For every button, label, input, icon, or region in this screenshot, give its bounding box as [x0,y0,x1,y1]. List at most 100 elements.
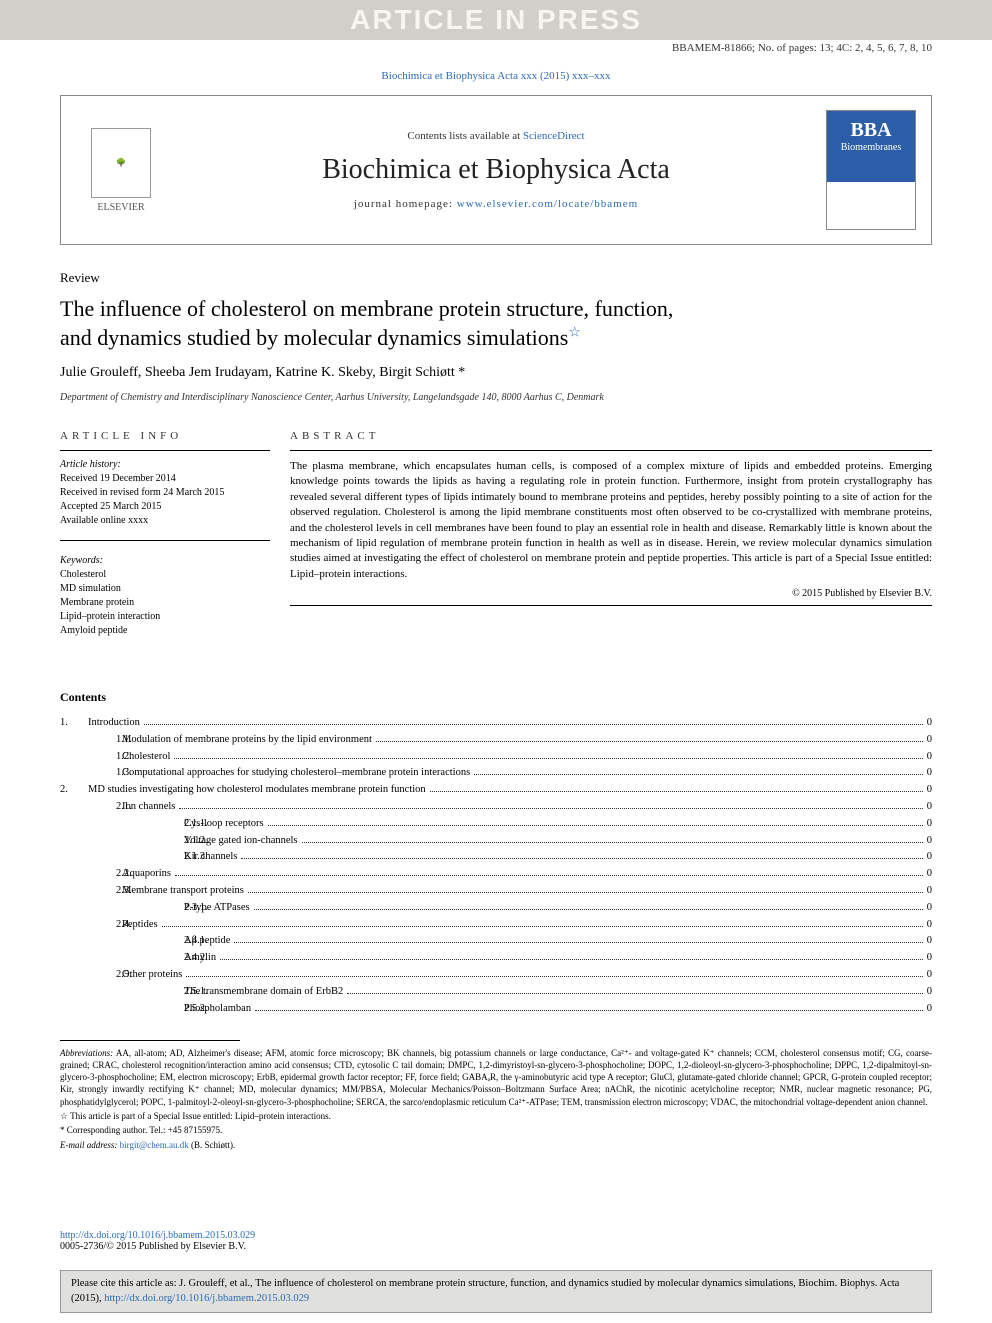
footnote-corresponding: * Corresponding author. Tel.: +45 871559… [60,1124,932,1137]
toc-dots [430,791,923,792]
keyword: Membrane protein [60,596,270,610]
toc-num: 2.1.2. [122,833,184,850]
toc-label: Introduction [88,715,140,732]
history-item: Available online xxxx [60,514,270,528]
toc-label: Phospholamban [184,1001,251,1018]
toc-page: 0 [927,900,932,917]
toc-row: 2.3.1.P-type ATPases 0 [60,900,932,917]
toc-dots [254,909,923,910]
toc-dots [220,959,923,960]
toc-dots [302,842,923,843]
authors: Julie Grouleff, Sheeba Jem Irudayam, Kat… [60,365,932,381]
toc-container: 1.Introduction01.1.Modulation of membran… [60,715,932,1017]
issn-line: 0005-2736/© 2015 Published by Elsevier B… [60,1241,246,1252]
elsevier-tree-icon: 🌳 [91,128,151,198]
toc-num: 1.1. [88,732,122,749]
sciencedirect-link[interactable]: ScienceDirect [523,130,585,142]
toc-label: Aquaporins [122,866,171,883]
toc-page: 0 [927,1001,932,1018]
toc-row: 2.2.Aquaporins 0 [60,866,932,883]
email-suffix: (B. Schiøtt). [189,1140,236,1150]
article-type: Review [60,270,100,286]
toc-label: Modulation of membrane proteins by the l… [122,732,372,749]
email-link[interactable]: birgit@chem.au.dk [120,1140,189,1150]
contents-available-line: Contents lists available at ScienceDirec… [166,130,826,142]
toc-row: 2.5.1.The transmembrane domain of ErbB2 0 [60,984,932,1001]
toc-label: P-type ATPases [184,900,250,917]
toc-dots [179,808,922,809]
toc-dots [175,875,923,876]
bba-cover-thumbnail: BBA Biomembranes [826,110,916,230]
affiliation: Department of Chemistry and Interdiscipl… [60,392,932,403]
toc-row: 1.2.Cholesterol0 [60,749,932,766]
toc-num: 2.5. [88,967,122,984]
journal-header-box: 🌳 ELSEVIER Contents lists available at S… [60,95,932,245]
toc-dots [144,724,923,725]
footer-divider [60,1040,240,1041]
abbreviations: Abbreviations: AA, all-atom; AD, Alzheim… [60,1047,932,1108]
toc-page: 0 [927,715,932,732]
keyword: Cholesterol [60,568,270,582]
homepage-link[interactable]: www.elsevier.com/locate/bbamem [457,198,638,210]
toc-label: The transmembrane domain of ErbB2 [184,984,343,1001]
toc-page: 0 [927,816,932,833]
abstract-text: The plasma membrane, which encapsulates … [290,459,932,582]
journal-title: Biochimica et Biophysica Acta [166,154,826,186]
toc-page: 0 [927,732,932,749]
abbrev-head: Abbreviations: [60,1048,113,1058]
history-item: Received 19 December 2014 [60,472,270,486]
watermark-banner: ARTICLE IN PRESS [0,0,992,40]
contents-prefix: Contents lists available at [407,130,522,142]
toc-row: 2.1.3.Kir channels0 [60,849,932,866]
toc-num: 2.5.1. [122,984,184,1001]
toc-row: 2.3.Membrane transport proteins0 [60,883,932,900]
citation-top: Biochimica et Biophysica Acta xxx (2015)… [0,70,992,82]
email-prefix: E-mail address: [60,1140,120,1150]
toc-page: 0 [927,883,932,900]
history-item: Received in revised form 24 March 2015 [60,486,270,500]
title-line-1: The influence of cholesterol on membrane… [60,296,673,321]
toc-num: 1.3. [88,765,122,782]
toc-num: 2.3.1. [122,900,184,917]
toc-page: 0 [927,967,932,984]
toc-dots [162,926,923,927]
toc-row: 1.1.Modulation of membrane proteins by t… [60,732,932,749]
toc-page: 0 [927,917,932,934]
toc-label: Membrane transport proteins [122,883,244,900]
keyword: Lipid–protein interaction [60,610,270,624]
toc-label: Other proteins [122,967,182,984]
footnote-email: E-mail address: birgit@chem.au.dk (B. Sc… [60,1139,932,1152]
toc-row: 2.4.2.Amylin0 [60,950,932,967]
toc-row: 2.MD studies investigating how cholester… [60,782,932,799]
journal-center: Contents lists available at ScienceDirec… [166,130,826,210]
toc-dots [234,942,922,943]
toc-row: 2.5.Other proteins 0 [60,967,932,984]
toc-dots [347,993,923,994]
toc-page: 0 [927,866,932,883]
homepage-line: journal homepage: www.elsevier.com/locat… [166,198,826,210]
toc-num: 2.2. [88,866,122,883]
info-abstract-section: ARTICLE INFO Article history: Received 1… [60,430,932,638]
article-info-column: ARTICLE INFO Article history: Received 1… [60,430,290,638]
toc-num: 2.5.2. [122,1001,184,1018]
toc-label: Peptides [122,917,158,934]
toc-page: 0 [927,833,932,850]
toc-dots [248,892,923,893]
toc-num: 2.4.2. [122,950,184,967]
toc-page: 0 [927,984,932,1001]
contents-head: Contents [60,690,932,705]
toc-label: Amylin [184,950,216,967]
abbrev-text: AA, all-atom; AD, Alzheimer's disease; A… [60,1048,932,1107]
toc-label: Cholesterol [122,749,170,766]
keywords-head: Keywords: [60,555,270,566]
toc-label: Kir channels [184,849,237,866]
title-star-icon: ☆ [568,325,581,340]
toc-num: 2.4. [88,917,122,934]
toc-label: Ion channels [122,799,175,816]
toc-row: 1.Introduction0 [60,715,932,732]
cite-doi-link[interactable]: http://dx.doi.org/10.1016/j.bbamem.2015.… [104,1293,309,1304]
toc-row: 2.5.2.Phospholamban 0 [60,1001,932,1018]
toc-label: MD studies investigating how cholesterol… [88,782,426,799]
article-title: The influence of cholesterol on membrane… [60,295,932,352]
doi-link[interactable]: http://dx.doi.org/10.1016/j.bbamem.2015.… [60,1230,255,1241]
